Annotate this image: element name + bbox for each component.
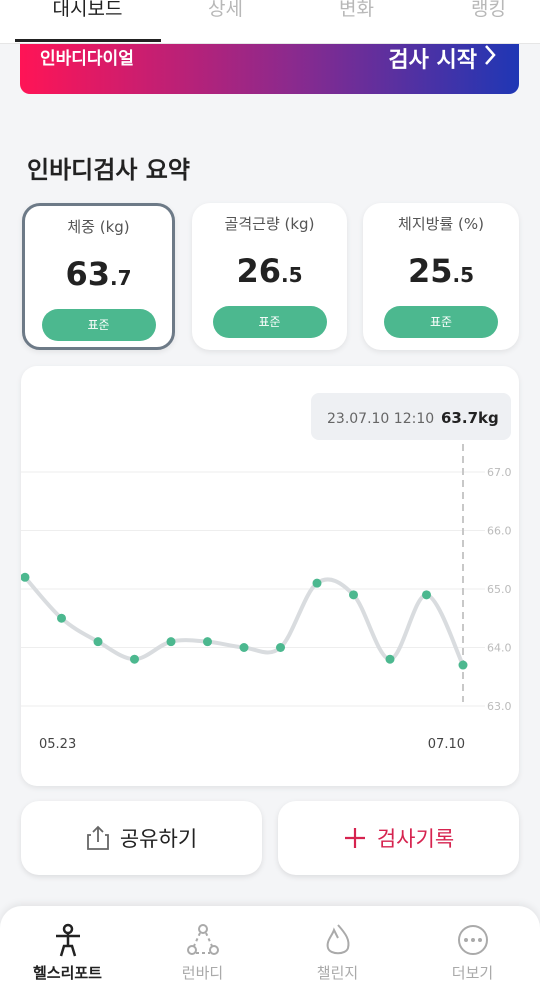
data-point (458, 660, 468, 670)
y-tick-label: 65.0 (487, 583, 512, 596)
data-point (422, 590, 431, 600)
plus-icon (344, 828, 365, 848)
x-tick-label: 05.23 (39, 737, 76, 752)
card-value: 25.5 (407, 252, 475, 290)
data-point (312, 578, 322, 588)
tab[interactable]: 상세 (208, 0, 243, 20)
y-tick-label: 66.0 (487, 525, 512, 538)
nav-icon (326, 924, 349, 955)
nav-icon (457, 925, 488, 955)
button-label: 공유하기 (119, 827, 198, 851)
summary-card[interactable]: 체지방률 (%) 25.5 표준 (363, 203, 519, 350)
nav-label: 헬스리포트 (32, 964, 102, 982)
record-button[interactable]: 검사기록 (278, 801, 519, 875)
chevron (485, 45, 496, 65)
nav-item[interactable]: 더보기 (405, 922, 540, 983)
card-value: 26.5 (236, 252, 303, 290)
chart: 63.0 64.0 65.0 66.0 67.0 05.23 07.10 23.07.10 1… (20, 393, 512, 752)
data-point (166, 637, 176, 647)
card-label: 체중 (kg) (67, 218, 130, 236)
data-point (239, 643, 249, 652)
tab[interactable]: 대시보드 (52, 0, 123, 20)
tooltip-value: 63.7kg (441, 409, 499, 427)
data-point (57, 613, 66, 623)
status-badge: 표준 (384, 306, 498, 338)
summary-card[interactable]: 골격근량 (kg) 26.5 표준 (192, 203, 347, 350)
chart-card: 63.0 64.0 65.0 66.0 67.0 05.23 07.10 23.07.10 1… (20, 366, 519, 786)
status-badge: 표준 (41, 309, 156, 341)
nav-label: 런바디 (181, 964, 224, 982)
data-point (276, 643, 285, 652)
data-point (385, 654, 395, 664)
data-point (130, 654, 139, 664)
section-title: 인바디검사 요약 (27, 156, 190, 184)
y-tick-label: 67.0 (487, 466, 512, 479)
nav-icon (186, 924, 219, 955)
card-label: 골격근량 (kg) (224, 215, 315, 233)
tab-indicator (15, 39, 161, 42)
y-tick-label: 64.0 (487, 642, 512, 655)
summary-card[interactable]: 체중 (kg) 63.7 표준 (22, 203, 175, 350)
x-tick-label: 07.10 (428, 737, 465, 752)
tab-bar: 대시보드 상세 변화 랭킹 (0, 0, 540, 44)
data-point (203, 637, 212, 647)
data-point (349, 590, 358, 600)
nav-item[interactable]: 런바디 (135, 922, 270, 983)
bottom-nav: 헬스리포트 런바디 챌린지 더보기 (0, 906, 540, 1005)
tooltip-time: 23.07.10 12:10 (327, 411, 434, 427)
data-point (93, 637, 103, 647)
nav-item[interactable]: 챌린지 (270, 922, 405, 983)
nav-icon (55, 923, 80, 957)
share-button[interactable]: 공유하기 (21, 801, 262, 875)
nav-label: 더보기 (451, 964, 494, 982)
card-label: 체지방률 (%) (398, 215, 484, 233)
tab[interactable]: 변화 (339, 0, 374, 20)
banner-text: 인바디다이얼 (40, 49, 134, 69)
y-tick-label: 63.0 (487, 700, 512, 713)
status-badge: 표준 (212, 306, 327, 338)
nav-label: 챌린지 (316, 964, 359, 982)
data-point (20, 572, 30, 582)
button-label: 검사기록 (376, 827, 455, 851)
tooltip (311, 393, 511, 440)
card-value: 63.7 (65, 255, 132, 293)
nav-item[interactable]: 헬스리포트 (0, 922, 135, 983)
banner-action: 검사 시작 (388, 48, 477, 73)
banner[interactable]: 인바디다이얼 검사 시작 (20, 44, 519, 94)
tab[interactable]: 랭킹 (471, 0, 506, 20)
share-icon (86, 825, 109, 850)
